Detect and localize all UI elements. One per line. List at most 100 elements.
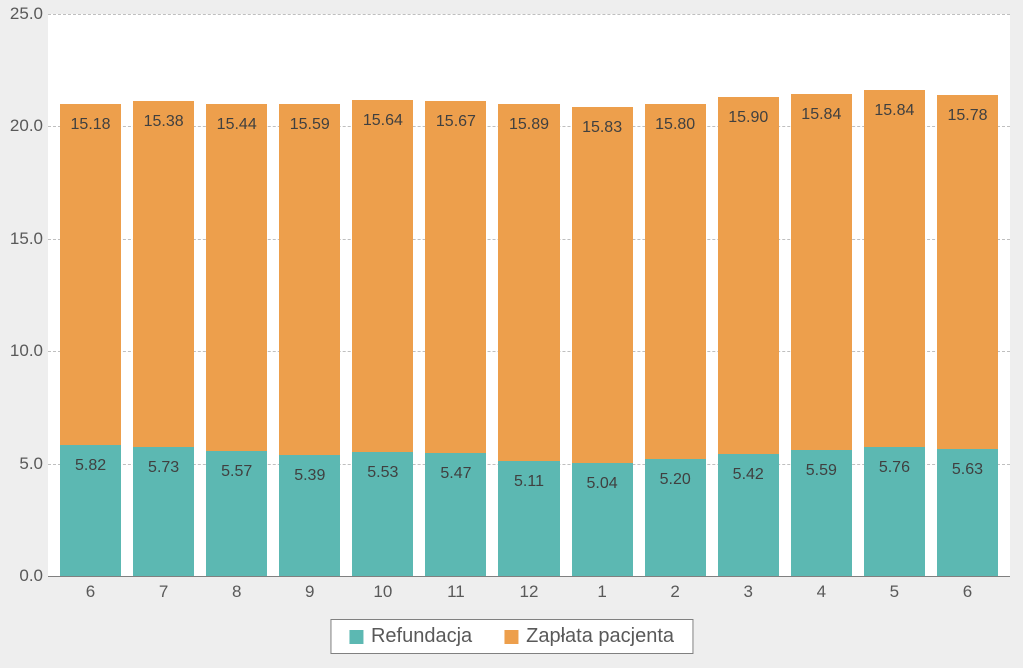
x-tick-label: 9 [279,576,340,606]
plot-area: 15.18 5.82 15.38 5.73 15.44 5.57 15.59 5.39 15.6… [48,14,1010,576]
bar-value-label: 15.64 [352,112,413,130]
bar-value-label: 15.18 [60,116,121,134]
bar-stack: 15.89 5.11 [498,104,559,576]
bar-value-label: 5.73 [133,459,194,477]
bar-group: 15.67 5.47 [425,14,486,576]
bar-segment-top: 15.84 [791,94,852,450]
bar-segment-top: 15.80 [645,104,706,459]
bar-segment-bottom: 5.11 [498,461,559,576]
bar-group: 15.89 5.11 [498,14,559,576]
legend-item: Refundacja [349,625,472,648]
bar-segment-top: 15.59 [279,104,340,454]
bar-stack: 15.38 5.73 [133,101,194,576]
x-tick-label: 2 [645,576,706,606]
bar-stack: 15.83 5.04 [572,107,633,576]
legend-swatch [349,630,363,644]
x-tick-label: 4 [791,576,852,606]
bar-segment-bottom: 5.63 [937,449,998,576]
bar-value-label: 15.90 [718,109,779,127]
x-tick-label: 7 [133,576,194,606]
bar-group: 15.59 5.39 [279,14,340,576]
x-tick-label: 3 [718,576,779,606]
legend-item: Zapłata pacjenta [504,625,674,648]
bar-stack: 15.64 5.53 [352,100,413,576]
bar-value-label: 5.04 [572,475,633,493]
x-tick-label: 10 [352,576,413,606]
x-tick-label: 8 [206,576,267,606]
x-tick-label: 6 [60,576,121,606]
bar-group: 15.84 5.76 [864,14,925,576]
bar-segment-bottom: 5.73 [133,447,194,576]
bar-value-label: 5.42 [718,466,779,484]
bar-value-label: 5.39 [279,467,340,485]
bar-group: 15.18 5.82 [60,14,121,576]
bar-segment-top: 15.78 [937,95,998,450]
legend-label: Refundacja [371,625,472,648]
bar-group: 15.80 5.20 [645,14,706,576]
bar-stack: 15.84 5.76 [864,90,925,576]
bar-value-label: 15.44 [206,116,267,134]
bar-group: 15.44 5.57 [206,14,267,576]
bar-value-label: 5.20 [645,471,706,489]
bar-value-label: 15.38 [133,113,194,131]
legend: Refundacja Zapłata pacjenta [330,619,693,654]
bar-segment-top: 15.84 [864,90,925,446]
bar-value-label: 5.82 [60,457,121,475]
bar-value-label: 5.63 [937,461,998,479]
x-tick-label: 11 [425,576,486,606]
x-axis: 6789101112123456 [48,576,1010,606]
bar-value-label: 15.67 [425,113,486,131]
bar-value-label: 15.83 [572,119,633,137]
bar-value-label: 15.84 [864,102,925,120]
bar-group: 15.38 5.73 [133,14,194,576]
bar-segment-top: 15.83 [572,107,633,463]
bar-stack: 15.18 5.82 [60,104,121,576]
bar-segment-top: 15.67 [425,101,486,453]
bar-segment-top: 15.44 [206,104,267,451]
bar-value-label: 5.76 [864,459,925,477]
x-tick-label: 6 [937,576,998,606]
bar-value-label: 5.11 [498,473,559,491]
bar-segment-bottom: 5.47 [425,453,486,576]
bar-value-label: 5.53 [352,464,413,482]
bar-stack: 15.59 5.39 [279,104,340,576]
y-tick-label: 25.0 [3,4,43,24]
bar-stack: 15.78 5.63 [937,95,998,576]
bar-group: 15.78 5.63 [937,14,998,576]
bar-segment-bottom: 5.39 [279,455,340,576]
stacked-bar-chart: 15.185.8215.385.7315.445.5715.595.3915.6… [0,0,1023,668]
bar-stack: 15.67 5.47 [425,101,486,576]
y-tick-label: 10.0 [3,341,43,361]
legend-swatch [504,630,518,644]
bar-segment-top: 15.38 [133,101,194,447]
bar-segment-bottom: 5.53 [352,452,413,576]
bar-segment-top: 15.64 [352,100,413,452]
y-tick-label: 15.0 [3,229,43,249]
bar-segment-top: 15.18 [60,104,121,445]
bar-segment-bottom: 5.04 [572,463,633,576]
bar-segment-bottom: 5.20 [645,459,706,576]
bar-segment-top: 15.89 [498,104,559,461]
bar-value-label: 5.57 [206,463,267,481]
bar-segment-bottom: 5.59 [791,450,852,576]
x-tick-label: 5 [864,576,925,606]
bar-value-label: 15.59 [279,116,340,134]
bar-value-label: 15.84 [791,106,852,124]
bar-value-label: 5.59 [791,462,852,480]
y-tick-label: 20.0 [3,116,43,136]
bar-stack: 15.84 5.59 [791,94,852,576]
bar-value-label: 15.80 [645,116,706,134]
bar-stack: 15.44 5.57 [206,104,267,576]
bar-stack: 15.80 5.20 [645,104,706,576]
bar-value-label: 5.47 [425,465,486,483]
bar-group: 15.64 5.53 [352,14,413,576]
x-tick-label: 1 [572,576,633,606]
bar-segment-top: 15.90 [718,97,779,454]
bar-group: 15.90 5.42 [718,14,779,576]
legend-label: Zapłata pacjenta [526,625,674,648]
bar-segment-bottom: 5.82 [60,445,121,576]
bar-group: 15.83 5.04 [572,14,633,576]
bar-segment-bottom: 5.42 [718,454,779,576]
x-tick-label: 12 [498,576,559,606]
bar-value-label: 15.78 [937,107,998,125]
